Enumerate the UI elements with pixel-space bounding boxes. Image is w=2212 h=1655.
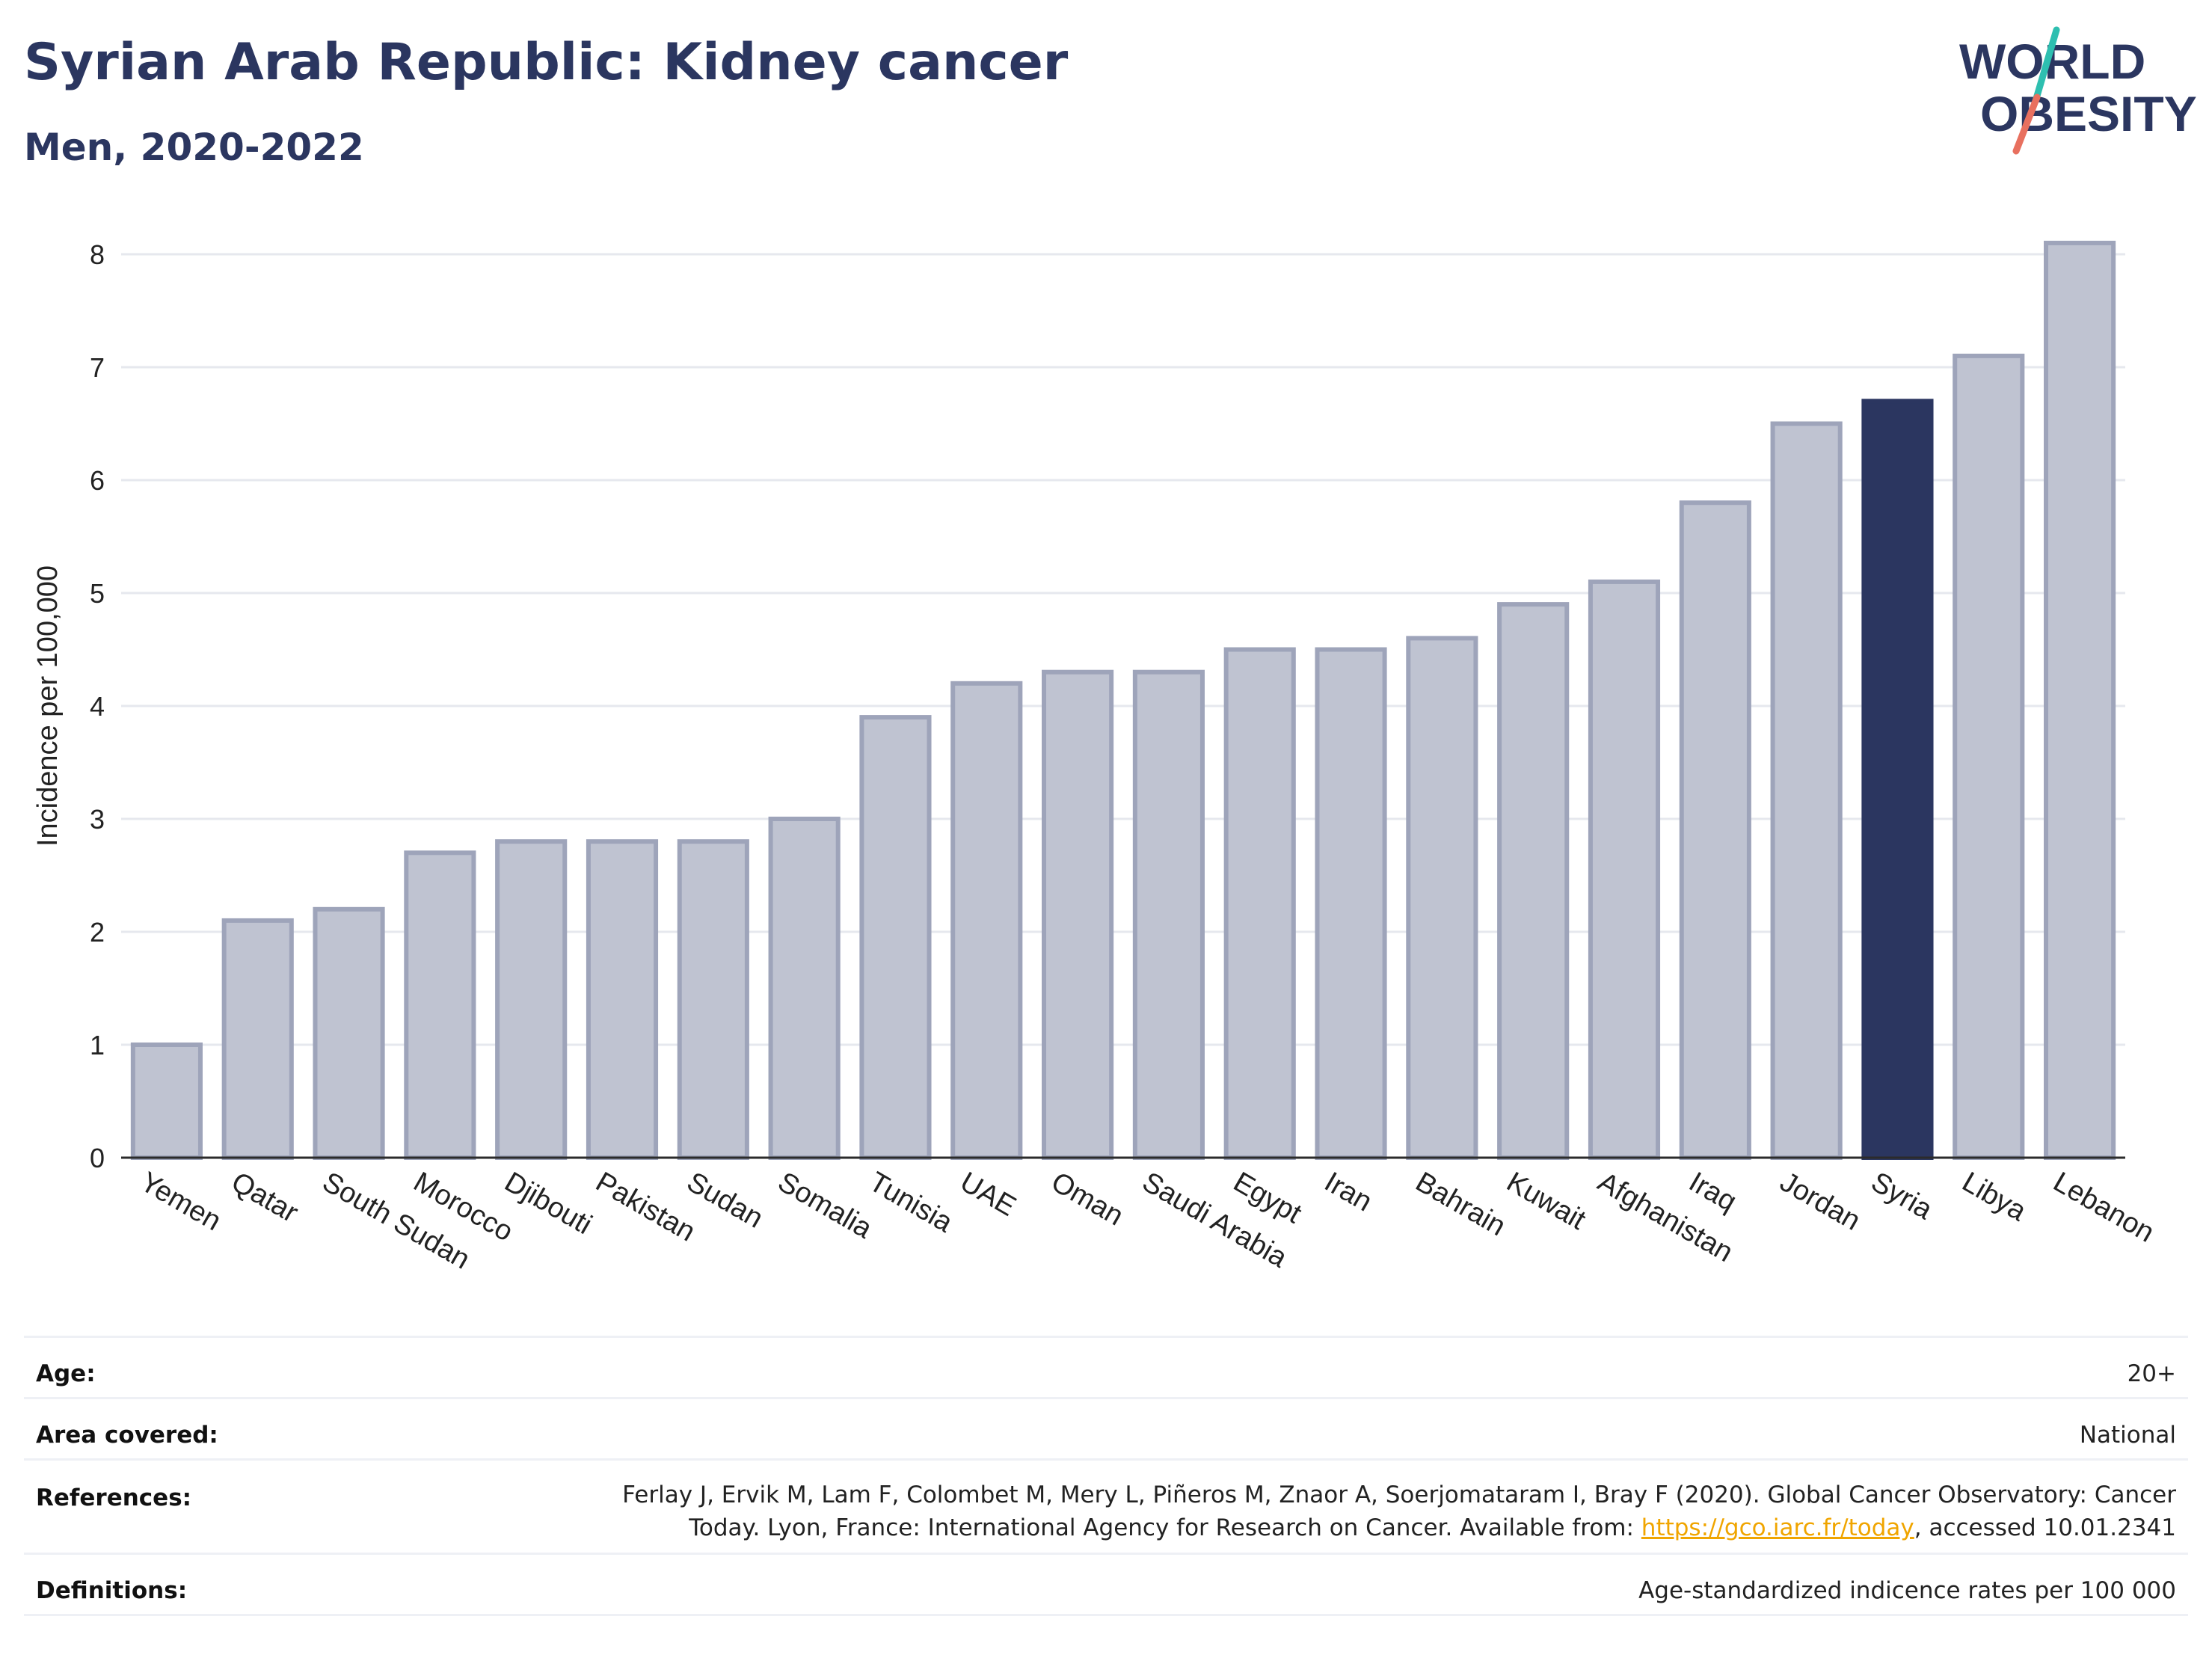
bar-lebanon — [2044, 240, 2116, 1160]
logo-slash-teal — [2032, 26, 2060, 105]
y-axis-label: Incidence per 100,000 — [32, 565, 64, 847]
bar-djibouti — [495, 839, 568, 1160]
meta-label-area: Area covered: — [36, 1422, 218, 1449]
bar-morocco — [404, 850, 476, 1161]
y-tick-label: 5 — [90, 578, 105, 609]
page-subtitle: Men, 2020-2022 — [24, 126, 364, 169]
bar-kuwait — [1497, 602, 1570, 1160]
logo-slash-coral — [2012, 93, 2041, 155]
meta-row-references: References: Ferlay J, Ervik M, Lam F, Co… — [24, 1458, 2188, 1555]
bar-oman — [1042, 669, 1114, 1160]
metadata-table: Age: 20+ Area covered: National Referenc… — [24, 1336, 2188, 1620]
bar-highlight-syria — [1861, 399, 1934, 1160]
bar-saudi-arabia — [1132, 669, 1205, 1160]
x-tick-label: Qatar — [226, 1166, 304, 1229]
bar-bahrain — [1406, 636, 1478, 1160]
meta-value-definitions: Age-standardized indicence rates per 100… — [1638, 1577, 2176, 1604]
x-tick-label: Lebanon — [2048, 1166, 2160, 1248]
x-tick-label: Kuwait — [1502, 1166, 1591, 1236]
page-title: Syrian Arab Republic: Kidney cancer — [24, 33, 1069, 92]
bar-egypt — [1223, 647, 1296, 1160]
y-tick-label: 8 — [90, 239, 105, 270]
meta-row-age: Age: 20+ — [24, 1336, 2188, 1399]
x-tick-label: Bahrain — [1410, 1166, 1511, 1242]
x-tick-label: Pakistan — [591, 1166, 701, 1247]
x-tick-label: Jordan — [1775, 1166, 1866, 1236]
references-line-2-start: Today. Lyon, France: International Agenc… — [689, 1514, 1641, 1541]
bar-qatar — [221, 918, 294, 1161]
bar-iraq — [1679, 500, 1751, 1160]
meta-label-references: References: — [36, 1484, 192, 1511]
y-tick-label: 7 — [90, 352, 105, 383]
y-tick-label: 0 — [90, 1143, 105, 1173]
y-tick-label: 2 — [90, 917, 105, 948]
x-tick-label: Djibouti — [500, 1166, 597, 1241]
bar-yemen — [130, 1043, 203, 1160]
bar-afghanistan — [1588, 579, 1661, 1160]
meta-value-area: National — [2079, 1422, 2176, 1449]
bar-tunisia — [859, 715, 932, 1160]
meta-label-age: Age: — [36, 1360, 96, 1387]
bar-chart: 0 1 2 3 4 5 6 7 8 Yemen Qatar South SudanMoroccoDj… — [32, 239, 2160, 1276]
y-tick-label: 3 — [90, 804, 105, 835]
y-tick-label: 6 — [90, 465, 105, 496]
x-tick-label: Oman — [1046, 1166, 1129, 1232]
x-tick-label: Iraq — [1683, 1166, 1742, 1218]
bar-libya — [1953, 353, 2025, 1160]
x-tick-label: UAE — [955, 1166, 1021, 1222]
bars — [130, 240, 2116, 1161]
references-line-2-end: , accessed 10.01.2341 — [1914, 1514, 2176, 1541]
references-line-1: Ferlay J, Ervik M, Lam F, Colombet M, Me… — [622, 1481, 2176, 1508]
bar-south-sudan — [313, 906, 385, 1161]
y-tick-label: 4 — [90, 691, 105, 722]
meta-label-definitions: Definitions: — [36, 1577, 188, 1604]
x-tick-label: Iran — [1319, 1166, 1377, 1218]
y-tick-labels: 0 1 2 3 4 5 6 7 8 — [90, 239, 105, 1173]
references-line-2: Today. Lyon, France: International Agenc… — [622, 1511, 2176, 1544]
references-link[interactable]: https://gco.iarc.fr/today — [1641, 1514, 1914, 1541]
bar-somalia — [768, 817, 841, 1160]
y-tick-label: 1 — [90, 1030, 105, 1060]
bar-sudan — [677, 839, 749, 1160]
x-tick-label: Tunisia — [864, 1166, 959, 1238]
x-tick-label: Yemen — [135, 1166, 226, 1237]
world-obesity-logo: WORLD OBESITY — [1959, 26, 2197, 155]
meta-value-references: Ferlay J, Ervik M, Lam F, Colombet M, Me… — [622, 1479, 2176, 1544]
x-tick-label: Somalia — [772, 1166, 878, 1244]
meta-row-definitions: Definitions: Age-standardized indicence … — [24, 1553, 2188, 1616]
bar-iran — [1315, 647, 1387, 1160]
bar-uae — [950, 681, 1023, 1160]
logo-word-obesity: OBESITY — [1980, 86, 2197, 141]
x-tick-label: Libya — [1957, 1166, 2032, 1227]
meta-bottom-border — [24, 1614, 2188, 1616]
meta-value-age: 20+ — [2127, 1360, 2176, 1387]
bar-pakistan — [586, 839, 659, 1160]
meta-row-area: Area covered: National — [24, 1397, 2188, 1461]
x-tick-label: Syria — [1866, 1166, 1938, 1226]
bar-jordan — [1770, 421, 1843, 1160]
x-tick-labels: Yemen Qatar South SudanMoroccoDjiboutiPaki… — [135, 1166, 2159, 1275]
